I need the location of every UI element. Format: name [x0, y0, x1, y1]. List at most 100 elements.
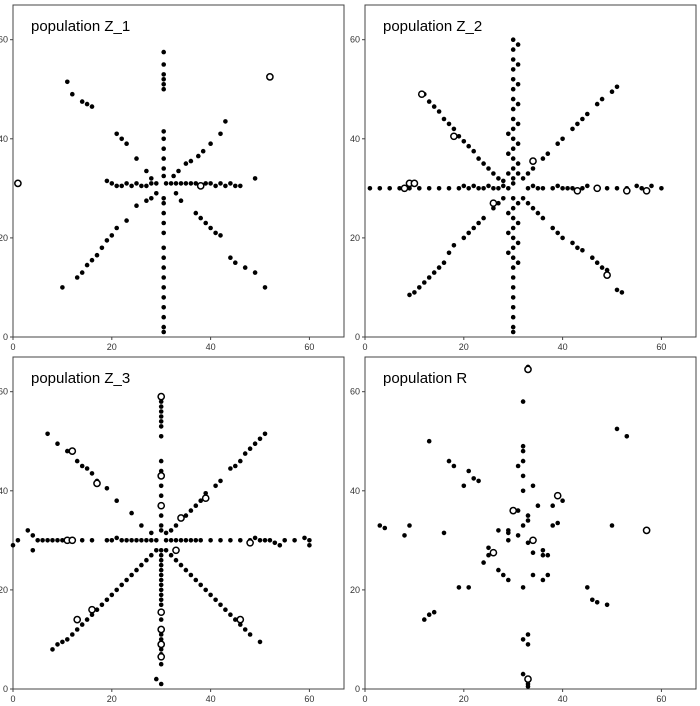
panel-1: population Z_1 0 20 40 60 0 20 40 60 [0, 4, 345, 352]
filled-point [218, 233, 223, 238]
filled-point [129, 538, 134, 543]
filled-point [129, 183, 134, 189]
filled-point [506, 577, 511, 583]
filled-point [515, 508, 521, 513]
x-tick-label: 60 [656, 694, 666, 704]
filled-point [426, 99, 432, 104]
filled-point [417, 285, 422, 290]
y-tick-label: 20 [0, 233, 8, 243]
filled-point [515, 260, 521, 266]
filled-point [496, 176, 501, 181]
filled-point [158, 617, 164, 622]
filled-point [193, 210, 199, 216]
filled-point [99, 245, 105, 251]
filled-point [158, 414, 164, 419]
filled-point [471, 476, 477, 481]
filled-point [307, 543, 312, 548]
filled-point [476, 478, 481, 484]
filled-point [163, 181, 169, 186]
filled-point [218, 538, 223, 543]
filled-point [200, 148, 206, 154]
filled-point [510, 255, 516, 260]
filled-point [233, 183, 238, 189]
filled-point [161, 129, 166, 134]
filled-point [525, 200, 531, 206]
filled-point [510, 166, 516, 171]
open-point [14, 179, 22, 188]
filled-point [510, 136, 516, 142]
filled-point [89, 471, 95, 476]
filled-point [540, 156, 546, 161]
filled-point [506, 151, 511, 156]
filled-point [84, 466, 90, 471]
filled-point [585, 111, 590, 117]
filled-point [79, 463, 85, 469]
filled-point [491, 186, 496, 191]
filled-point [515, 463, 521, 469]
filled-point [436, 265, 442, 270]
filled-point [501, 572, 506, 578]
filled-point [510, 37, 516, 42]
filled-point [89, 257, 95, 263]
filled-point [496, 200, 501, 206]
filled-point [124, 181, 129, 186]
filled-point [510, 126, 516, 132]
filled-point [525, 632, 531, 637]
filled-point [466, 585, 472, 590]
filled-point [161, 324, 166, 330]
filled-point [501, 196, 506, 201]
filled-point [183, 538, 189, 543]
open-point [157, 608, 166, 617]
filled-point [496, 186, 501, 191]
filled-point [134, 203, 139, 208]
y-tick-label: 20 [0, 585, 8, 595]
filled-point [238, 183, 243, 189]
filled-point [257, 538, 263, 543]
filled-point [50, 538, 55, 543]
filled-point [30, 548, 36, 553]
filled-point [109, 181, 115, 186]
filled-point [486, 166, 491, 171]
filled-point [510, 314, 516, 320]
filled-point [104, 238, 110, 243]
filled-point [609, 89, 615, 94]
x-tick-label: 40 [558, 694, 568, 704]
filled-point [525, 171, 531, 176]
open-point [400, 184, 409, 193]
filled-point [161, 146, 166, 151]
y-tick-label: 60 [350, 35, 360, 45]
filled-point [144, 198, 149, 203]
open-point [177, 514, 185, 522]
filled-point [242, 265, 248, 270]
filled-point [65, 637, 70, 642]
filled-point [208, 181, 213, 186]
filled-point [491, 171, 496, 176]
filled-point [486, 545, 491, 551]
filled-point [510, 265, 516, 270]
filled-point [426, 438, 432, 444]
open-point [524, 675, 532, 683]
filled-point [149, 196, 154, 201]
open-point [236, 615, 245, 624]
open-point [529, 536, 537, 545]
filled-point [74, 458, 80, 464]
filled-point [114, 183, 119, 189]
filled-point [198, 582, 203, 588]
filled-point [407, 292, 412, 298]
open-point [529, 157, 537, 165]
filled-point [154, 181, 159, 186]
filled-point [161, 156, 166, 161]
filled-point [168, 528, 174, 533]
filled-point [525, 642, 531, 647]
filled-point [525, 513, 531, 518]
plot-frame [364, 4, 697, 338]
filled-point [510, 285, 516, 290]
filled-point [446, 186, 452, 191]
filled-point [134, 538, 139, 543]
filled-point [580, 186, 585, 191]
x-tick-label: 0 [362, 342, 367, 352]
filled-point [218, 478, 223, 484]
filled-point [218, 602, 223, 608]
filled-point [154, 548, 159, 553]
filled-point [422, 280, 427, 285]
